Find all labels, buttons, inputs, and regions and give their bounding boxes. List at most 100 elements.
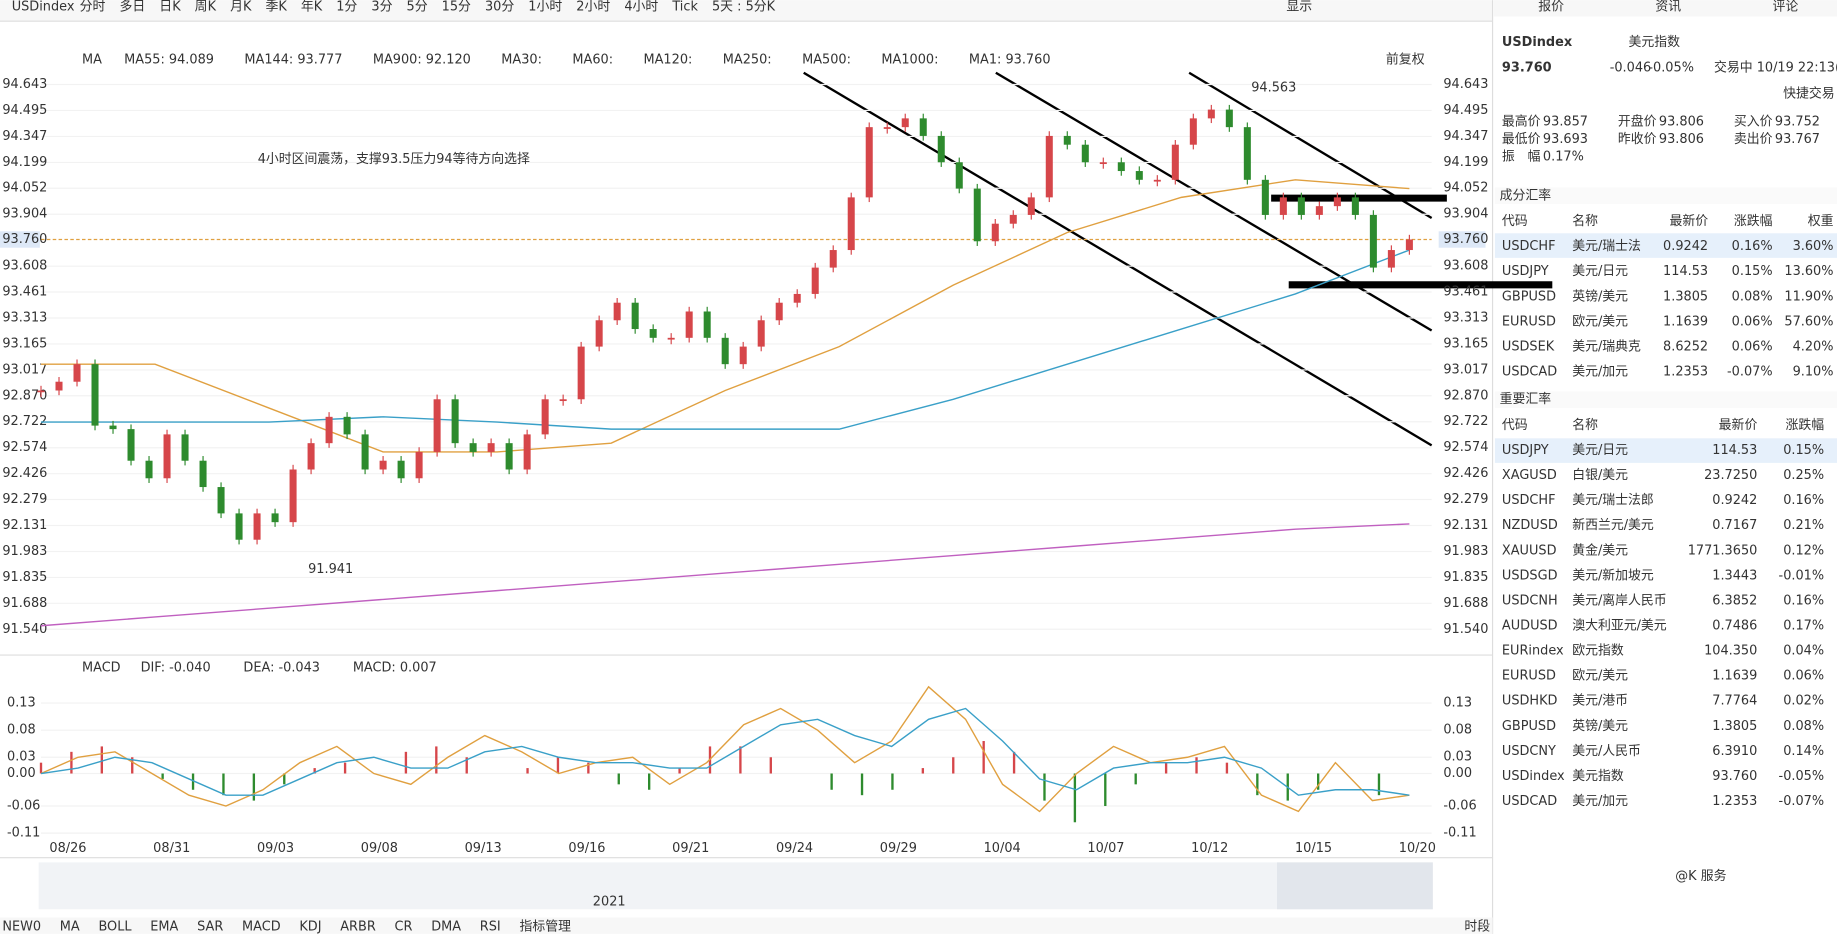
- table-cell[interactable]: USDJPY: [1502, 264, 1549, 279]
- current-price-box: [0, 231, 40, 248]
- bottom-bar-bg: [0, 917, 1493, 934]
- indicator-button[interactable]: RSI: [480, 919, 501, 934]
- candle: [253, 513, 261, 540]
- y-tick-label: 92.131: [2, 518, 47, 533]
- table-cell: 美元/新加坡元: [1572, 567, 1654, 583]
- candle: [163, 434, 171, 479]
- period-button[interactable]: 15分: [442, 0, 471, 15]
- table-cell[interactable]: NZDUSD: [1502, 518, 1558, 533]
- y-tick-label: 92.279: [2, 492, 47, 507]
- stat-value: 93.806: [1659, 114, 1704, 129]
- macd-legend: DEA: -0.043: [243, 660, 320, 675]
- row-selected: [1494, 438, 1837, 463]
- indicator-button[interactable]: MA: [60, 919, 80, 934]
- table-cell[interactable]: USDCAD: [1502, 364, 1557, 379]
- table-cell[interactable]: USDSEK: [1502, 339, 1555, 354]
- candle: [577, 346, 585, 400]
- navigator-window[interactable]: [1276, 862, 1433, 910]
- symbol[interactable]: USDindex: [12, 0, 75, 15]
- table-cell[interactable]: USDJPY: [1502, 443, 1549, 458]
- indicator-button[interactable]: DMA: [431, 919, 461, 934]
- indicator-button[interactable]: SAR: [197, 919, 223, 934]
- stat-label: 昨收价: [1618, 132, 1657, 147]
- table-cell[interactable]: USDCNY: [1502, 744, 1556, 759]
- table-cell: -0.07%: [1779, 794, 1825, 809]
- candle: [199, 460, 207, 488]
- indicator-button[interactable]: EMA: [150, 919, 178, 934]
- session-button[interactable]: 时段: [1464, 919, 1490, 934]
- ma-legend: MA1: 93.760: [969, 52, 1051, 67]
- y-tick-label: 91.540: [1443, 622, 1488, 637]
- candle: [649, 329, 657, 338]
- indicator-button[interactable]: MACD: [242, 919, 281, 934]
- y-tick-label: 93.461: [2, 285, 47, 300]
- navigator[interactable]: [38, 862, 1433, 910]
- period-button[interactable]: Tick: [671, 0, 698, 15]
- period-button[interactable]: 1小时: [528, 0, 562, 15]
- indicator-button[interactable]: CR: [395, 919, 413, 934]
- period-button[interactable]: 4小时: [624, 0, 658, 15]
- display-button[interactable]: 显示: [1286, 0, 1312, 15]
- table-cell[interactable]: EURUSD: [1502, 314, 1556, 329]
- indicator-button[interactable]: BOLL: [98, 919, 132, 934]
- panel-tab[interactable]: 报价: [1538, 0, 1564, 15]
- table-cell: -0.01%: [1779, 568, 1825, 583]
- period-button[interactable]: 月K: [230, 0, 252, 15]
- indicator-button[interactable]: NEW0: [2, 919, 41, 934]
- table-cell[interactable]: GBPUSD: [1502, 289, 1556, 304]
- table-cell[interactable]: USDCAD: [1502, 794, 1557, 809]
- table-cell: 0.08%: [1783, 719, 1824, 734]
- quick-trade[interactable]: 快捷交易: [1783, 85, 1835, 101]
- y-tick-label: 0.03: [1443, 750, 1472, 765]
- period-button[interactable]: 分时: [80, 0, 106, 15]
- candle: [883, 127, 891, 129]
- stat-value: 93.806: [1659, 132, 1704, 147]
- table-cell[interactable]: EURindex: [1502, 644, 1564, 659]
- stat-value: 93.767: [1775, 132, 1820, 147]
- table-cell[interactable]: EURUSD: [1502, 669, 1556, 684]
- stat-label: 最高价: [1502, 113, 1541, 129]
- table-cell[interactable]: GBPUSD: [1502, 719, 1556, 734]
- candle: [505, 443, 513, 470]
- indicator-button[interactable]: KDJ: [299, 919, 321, 934]
- period-button[interactable]: 30分: [485, 0, 514, 15]
- indicator-button[interactable]: ARBR: [340, 919, 376, 934]
- table-cell[interactable]: USDCHF: [1502, 493, 1556, 508]
- candle: [955, 162, 963, 189]
- table-cell[interactable]: USDSGD: [1502, 568, 1558, 583]
- macd-line: [40, 707, 1410, 796]
- y-tick-label: 92.426: [1443, 466, 1488, 481]
- candle: [325, 416, 333, 444]
- panel-tab[interactable]: 资讯: [1655, 0, 1681, 15]
- annotation: 4小时区间震荡，支撑93.5压力94等待方向选择: [258, 151, 530, 167]
- table-cell[interactable]: USDCNH: [1502, 593, 1558, 608]
- indicator-button[interactable]: 指标管理: [519, 919, 571, 934]
- candle: [685, 311, 693, 338]
- period-button[interactable]: 年K: [301, 0, 323, 15]
- table-cell[interactable]: AUDUSD: [1502, 618, 1558, 633]
- table-cell: 白银/美元: [1572, 467, 1628, 483]
- period-button[interactable]: 多日: [119, 0, 145, 15]
- period-button[interactable]: 2小时: [576, 0, 610, 15]
- period-button[interactable]: 日K: [159, 0, 181, 15]
- table-cell[interactable]: USDHKD: [1502, 694, 1558, 709]
- table-cell[interactable]: USDCHF: [1502, 239, 1556, 254]
- y-tick-label: 91.835: [1443, 570, 1488, 585]
- indicator-name[interactable]: MACD: [82, 660, 121, 675]
- table-cell[interactable]: XAGUSD: [1502, 468, 1557, 483]
- period-button[interactable]: 5天 : 5分K: [712, 0, 776, 15]
- x-tick-label: 09/13: [465, 841, 502, 856]
- panel-tab[interactable]: 评论: [1773, 0, 1799, 15]
- indicator-name[interactable]: MA: [82, 52, 102, 67]
- period-button[interactable]: 周K: [195, 0, 217, 15]
- period-button[interactable]: 季K: [265, 0, 287, 15]
- period-button[interactable]: 5分: [407, 0, 428, 15]
- period-button[interactable]: 3分: [371, 0, 392, 15]
- table-cell[interactable]: USDindex: [1502, 769, 1565, 784]
- table-cell[interactable]: XAUUSD: [1502, 543, 1557, 558]
- adjust[interactable]: 前复权: [1386, 51, 1425, 67]
- period-button[interactable]: 1分: [336, 0, 357, 15]
- section-title-bg: [1494, 391, 1837, 408]
- y-tick-label: 94.052: [1443, 181, 1488, 196]
